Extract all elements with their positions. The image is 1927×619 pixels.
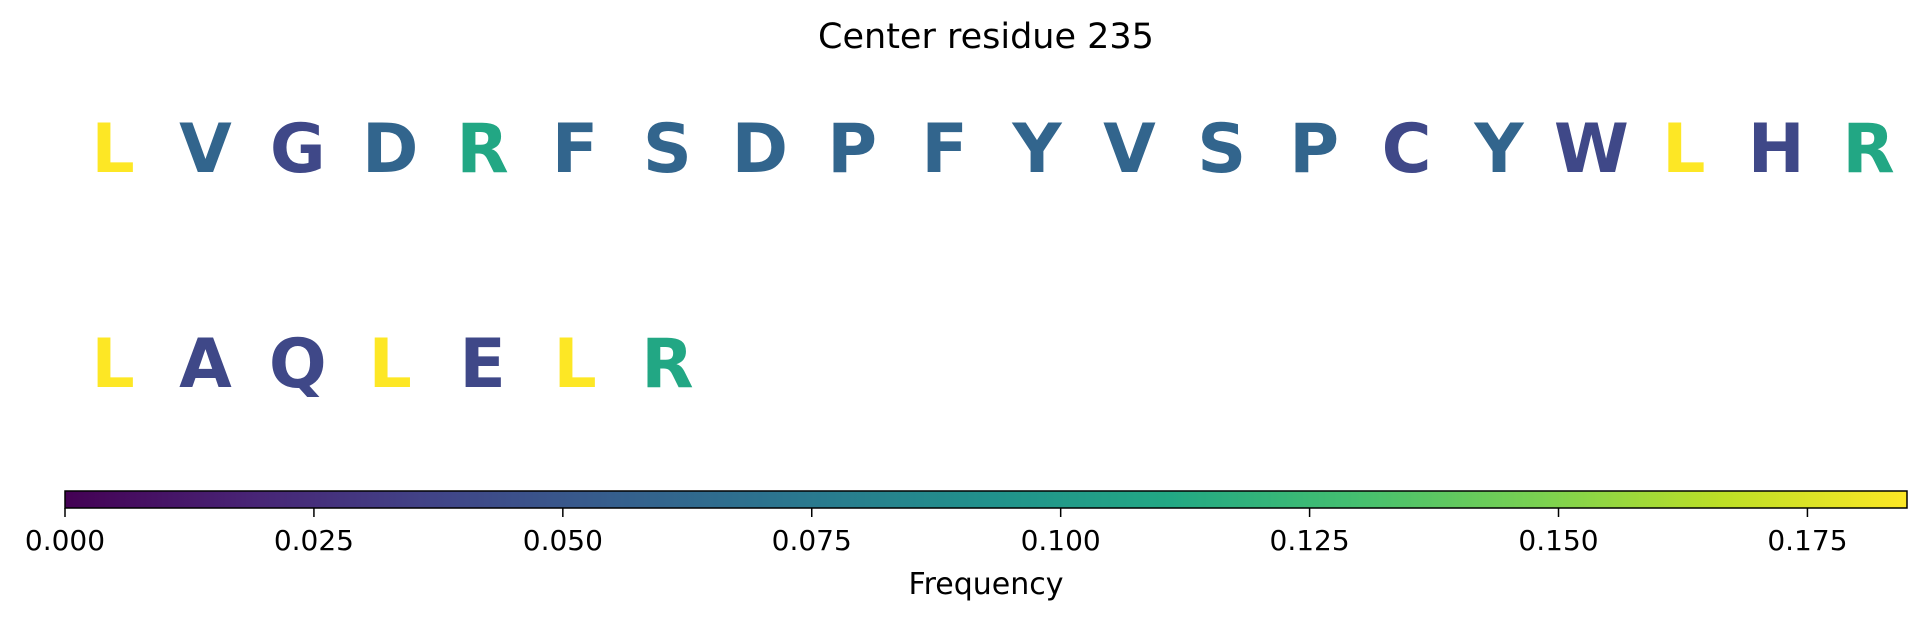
residue-letter: V	[1103, 110, 1156, 189]
colorbar-tick-label: 0.125	[1270, 524, 1350, 557]
colorbar-tick-label: 0.025	[274, 524, 354, 557]
residue-letter: V	[179, 110, 232, 189]
residue-letter: R	[1842, 110, 1894, 189]
residue-letter: G	[270, 110, 326, 189]
residue-letter: A	[179, 325, 232, 404]
colorbar-label: Frequency	[909, 567, 1064, 602]
residue-letter: L	[91, 110, 134, 189]
residue-letter: D	[732, 110, 788, 189]
residue-letter: L	[369, 325, 412, 404]
residue-letter: D	[362, 110, 418, 189]
colorbar-tick-label: 0.150	[1518, 524, 1598, 557]
residue-letter: P	[827, 110, 877, 189]
residue-letter: E	[459, 325, 505, 404]
residue-letter: H	[1748, 110, 1805, 189]
residue-letter: W	[1554, 110, 1629, 189]
residue-rows: L V G D R F S D P F Y V S P C Y W L H RL A Q L E L R	[91, 110, 1894, 404]
colorbar-frame	[64, 490, 1908, 509]
colorbar	[65, 491, 1907, 508]
colorbar-tick-label: 0.175	[1767, 524, 1847, 557]
residue-letter: S	[643, 110, 692, 189]
colorbar-tick-label: 0.000	[25, 524, 105, 557]
residue-letter: C	[1382, 110, 1432, 189]
residue-letter: L	[1662, 110, 1705, 189]
colorbar-ticks: 0.000 0.025 0.050 0.075 0.100 0.125 0.150 0.175	[25, 508, 1848, 557]
colorbar-tick-label: 0.075	[772, 524, 852, 557]
residue-letter: L	[91, 325, 134, 404]
residue-letter: Q	[269, 325, 327, 404]
residue-letter: L	[553, 325, 596, 404]
residue-letter: Y	[1473, 110, 1524, 189]
colorbar-tick-label: 0.050	[523, 524, 603, 557]
residue-letter: F	[921, 110, 967, 189]
residue-letter: F	[552, 110, 598, 189]
residue-letter: P	[1289, 110, 1339, 189]
residue-letter: R	[456, 110, 508, 189]
chart-title: Center residue 235	[818, 17, 1154, 57]
colorbar-tick-label: 0.100	[1021, 524, 1101, 557]
residue-letter: S	[1197, 110, 1246, 189]
residue-letter: Y	[1011, 110, 1062, 189]
residue-letter: R	[641, 325, 693, 404]
